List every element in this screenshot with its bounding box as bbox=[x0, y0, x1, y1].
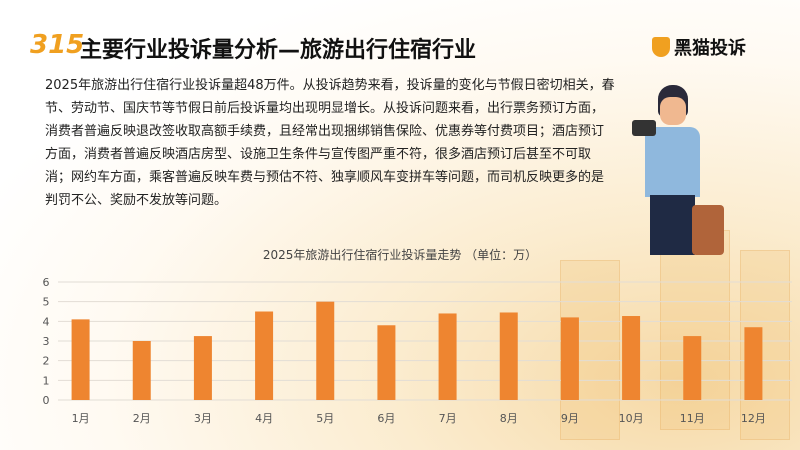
header: 315 主要行业投诉量分析—旅游出行住宿行业 黑猫投诉 bbox=[0, 28, 800, 68]
bar bbox=[560, 317, 579, 400]
logo-icon: 315 bbox=[30, 30, 85, 60]
x-tick-label: 4月 bbox=[255, 412, 273, 425]
bar bbox=[193, 336, 212, 400]
traveler-illustration bbox=[620, 85, 730, 255]
y-tick-label: 0 bbox=[43, 394, 50, 407]
y-tick-label: 3 bbox=[43, 335, 50, 348]
bar bbox=[377, 325, 396, 400]
y-tick-label: 6 bbox=[43, 276, 50, 289]
summary-paragraph: 2025年旅游出行住宿行业投诉量超48万件。从投诉趋势来看，投诉量的变化与节假日… bbox=[45, 78, 615, 208]
x-tick-label: 9月 bbox=[561, 412, 579, 425]
y-tick-label: 1 bbox=[43, 374, 50, 387]
bar bbox=[316, 301, 335, 400]
bar bbox=[438, 313, 457, 400]
bar bbox=[132, 341, 151, 400]
black-cat-icon bbox=[652, 37, 670, 57]
x-tick-label: 6月 bbox=[377, 412, 395, 425]
x-tick-label: 3月 bbox=[194, 412, 212, 425]
x-tick-label: 10月 bbox=[619, 412, 644, 425]
y-tick-label: 4 bbox=[43, 315, 50, 328]
page-title: 主要行业投诉量分析—旅游出行住宿行业 bbox=[80, 38, 477, 63]
y-tick-label: 5 bbox=[43, 296, 50, 309]
x-tick-label: 8月 bbox=[500, 412, 518, 425]
x-tick-label: 1月 bbox=[72, 412, 90, 425]
x-tick-label: 11月 bbox=[680, 412, 705, 425]
y-tick-label: 2 bbox=[43, 355, 50, 368]
chart-title: 2025年旅游出行住宿行业投诉量走势 （单位：万） bbox=[262, 248, 538, 262]
bar bbox=[744, 327, 763, 400]
bar bbox=[71, 319, 90, 400]
bar bbox=[255, 311, 274, 400]
x-tick-label: 12月 bbox=[741, 412, 766, 425]
bar bbox=[622, 316, 641, 400]
x-tick-label: 5月 bbox=[316, 412, 334, 425]
brand-name: 黑猫投诉 bbox=[674, 38, 746, 59]
brand-logo: 黑猫投诉 bbox=[652, 34, 746, 60]
bar bbox=[499, 312, 518, 400]
bar bbox=[683, 336, 702, 400]
x-tick-label: 7月 bbox=[439, 412, 457, 425]
x-tick-label: 2月 bbox=[133, 412, 151, 425]
